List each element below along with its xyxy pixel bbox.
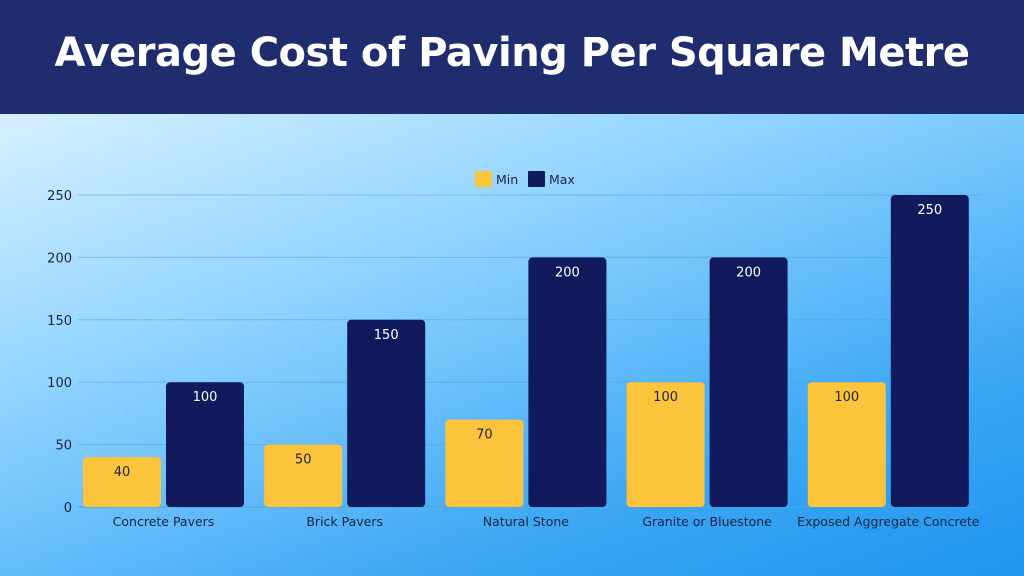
bar-min xyxy=(83,457,161,507)
bar-max xyxy=(528,257,607,507)
y-tick-label: 250 xyxy=(47,189,72,204)
y-tick-label: 50 xyxy=(55,439,72,454)
legend-swatch xyxy=(475,171,492,187)
x-tick-label: Exposed Aggregate Concrete xyxy=(797,514,980,529)
data-label: 100 xyxy=(834,390,859,405)
bar-max xyxy=(347,319,426,507)
x-tick-label: Concrete Pavers xyxy=(113,514,215,529)
data-label: 40 xyxy=(114,465,131,480)
data-label: 100 xyxy=(193,390,218,405)
bar-min xyxy=(807,382,886,507)
chart-title: Average Cost of Paving Per Square Metre xyxy=(54,30,970,76)
bar-max xyxy=(166,382,244,507)
y-tick-label: 150 xyxy=(47,314,72,329)
legend-label: Min xyxy=(496,172,518,187)
data-label: 100 xyxy=(653,390,678,405)
y-tick-label: 200 xyxy=(47,251,72,266)
data-label: 50 xyxy=(295,453,312,468)
bar-min xyxy=(626,382,705,507)
title-banner: Average Cost of Paving Per Square Metre xyxy=(0,0,1024,114)
legend-label: Max xyxy=(549,172,575,187)
y-tick-label: 0 xyxy=(64,501,72,516)
y-tick-label: 100 xyxy=(47,376,72,391)
x-tick-label: Granite or Bluestone xyxy=(642,514,772,529)
data-label: 200 xyxy=(555,265,580,280)
bar-min xyxy=(445,419,524,507)
data-label: 200 xyxy=(736,265,761,280)
legend-swatch xyxy=(528,171,545,187)
x-tick-label: Natural Stone xyxy=(483,514,569,529)
bar-max xyxy=(890,195,969,507)
bar-min xyxy=(264,444,343,507)
x-tick-label: Brick Pavers xyxy=(306,514,383,529)
data-label: 250 xyxy=(917,203,942,218)
data-label: 70 xyxy=(476,428,493,443)
bar-max xyxy=(709,257,788,507)
data-label: 150 xyxy=(374,328,399,343)
